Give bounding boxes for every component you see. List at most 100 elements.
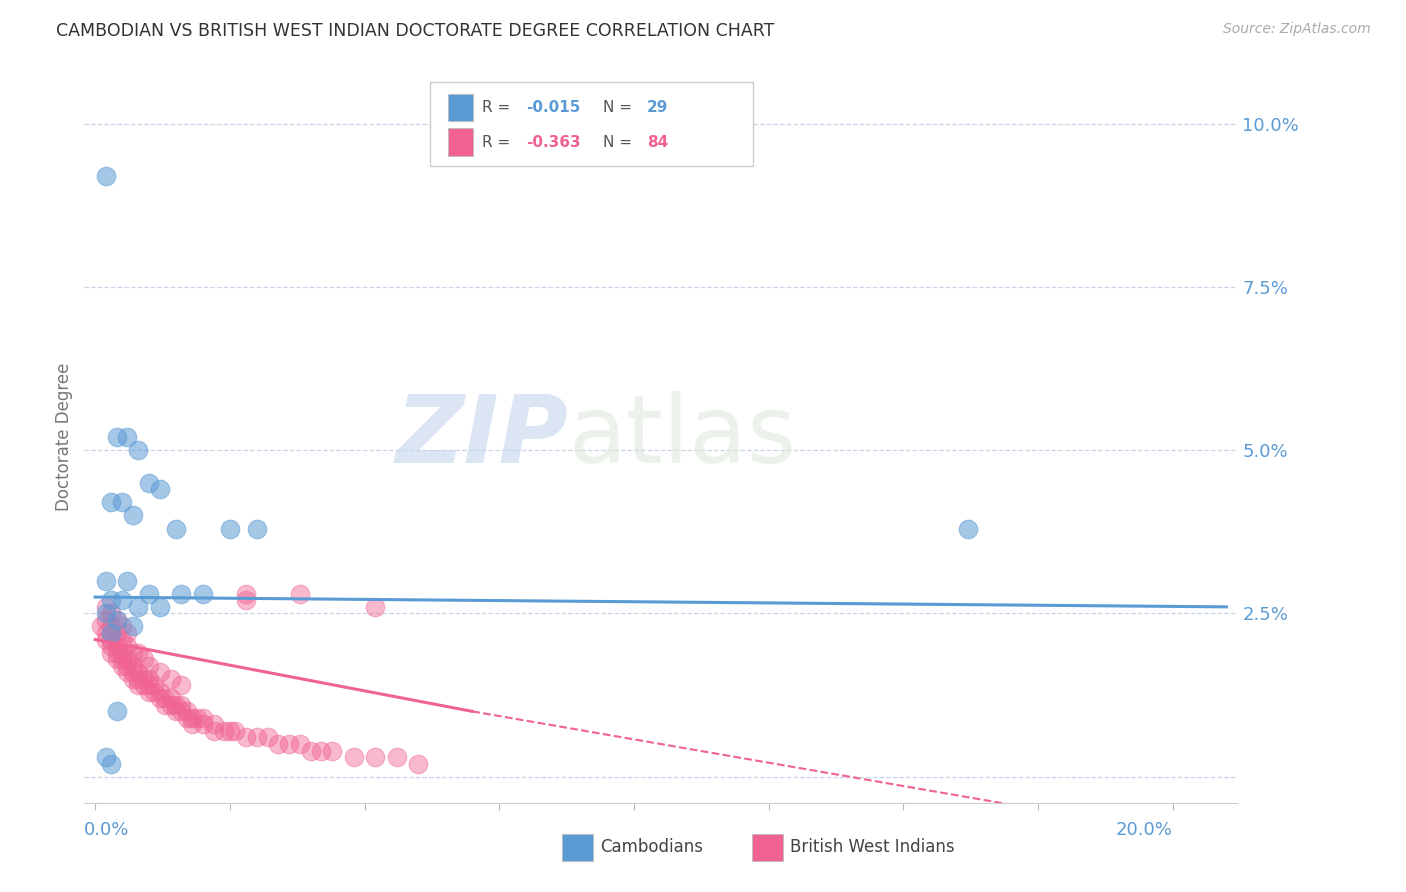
Point [105,652,128,666]
Text: -0.015: -0.015 [526,100,581,115]
Point [127,646,149,660]
Point [100,639,122,653]
Point [408,756,430,771]
Point [256,731,278,745]
Point [94,613,117,627]
Point [170,698,193,712]
Point [153,698,176,712]
Point [100,646,122,660]
Point [94,750,117,764]
Y-axis label: Doctorate Degree: Doctorate Degree [55,363,73,511]
Point [89,619,111,633]
Point [191,587,214,601]
Point [170,705,193,719]
Point [117,639,139,653]
Point [100,619,122,633]
Point [202,717,225,731]
Text: ZIP: ZIP [395,391,568,483]
Text: Source: ZipAtlas.com: Source: ZipAtlas.com [1223,22,1371,37]
Point [278,737,301,751]
Text: 20.0%: 20.0% [1116,821,1173,839]
Point [117,665,139,680]
Point [385,750,408,764]
Point [121,508,143,523]
Point [224,723,246,738]
Point [321,743,343,757]
Point [105,705,128,719]
Point [117,652,139,666]
Point [191,711,214,725]
Point [218,723,240,738]
Point [235,731,257,745]
Point [105,626,128,640]
Point [111,495,134,509]
Point [186,711,208,725]
Point [176,705,198,719]
Text: British West Indians: British West Indians [790,838,955,856]
Bar [447,128,472,156]
Point [165,698,187,712]
Point [267,737,290,751]
Point [117,430,139,444]
Text: R =: R = [482,135,515,150]
Point [100,632,122,647]
FancyBboxPatch shape [430,82,754,167]
Point [138,587,160,601]
Point [105,646,128,660]
Point [100,607,122,621]
Point [121,658,143,673]
Point [111,632,134,647]
Point [138,678,160,692]
Point [149,665,172,680]
Point [288,587,311,601]
Point [94,169,117,183]
Point [121,672,143,686]
Point [117,626,139,640]
Point [94,626,117,640]
Point [165,705,187,719]
Point [117,574,139,588]
Point [94,599,117,614]
Point [105,639,128,653]
Text: Cambodians: Cambodians [600,838,703,856]
Point [138,475,160,490]
Point [235,593,257,607]
Point [181,717,204,731]
Point [364,750,387,764]
Point [159,698,181,712]
Point [235,587,257,601]
Point [117,658,139,673]
Point [165,521,187,535]
Point [111,593,134,607]
Point [149,483,172,497]
Point [170,678,193,692]
Point [105,613,128,627]
Point [159,672,181,686]
Point [153,691,176,706]
Point [299,743,322,757]
Text: -0.363: -0.363 [526,135,581,150]
Point [100,626,122,640]
Point [94,632,117,647]
Point [132,652,155,666]
Point [127,678,149,692]
Point [143,685,166,699]
Point [127,443,149,458]
Point [149,685,172,699]
Text: 0.0%: 0.0% [84,821,129,839]
Point [132,672,155,686]
Point [94,607,117,621]
Point [246,731,269,745]
Point [121,646,143,660]
Point [138,658,160,673]
Text: 84: 84 [647,135,668,150]
Point [138,685,160,699]
Point [121,619,143,633]
Point [191,717,214,731]
Point [127,672,149,686]
Point [94,574,117,588]
Point [138,672,160,686]
Point [170,587,193,601]
Point [176,711,198,725]
Point [105,613,128,627]
